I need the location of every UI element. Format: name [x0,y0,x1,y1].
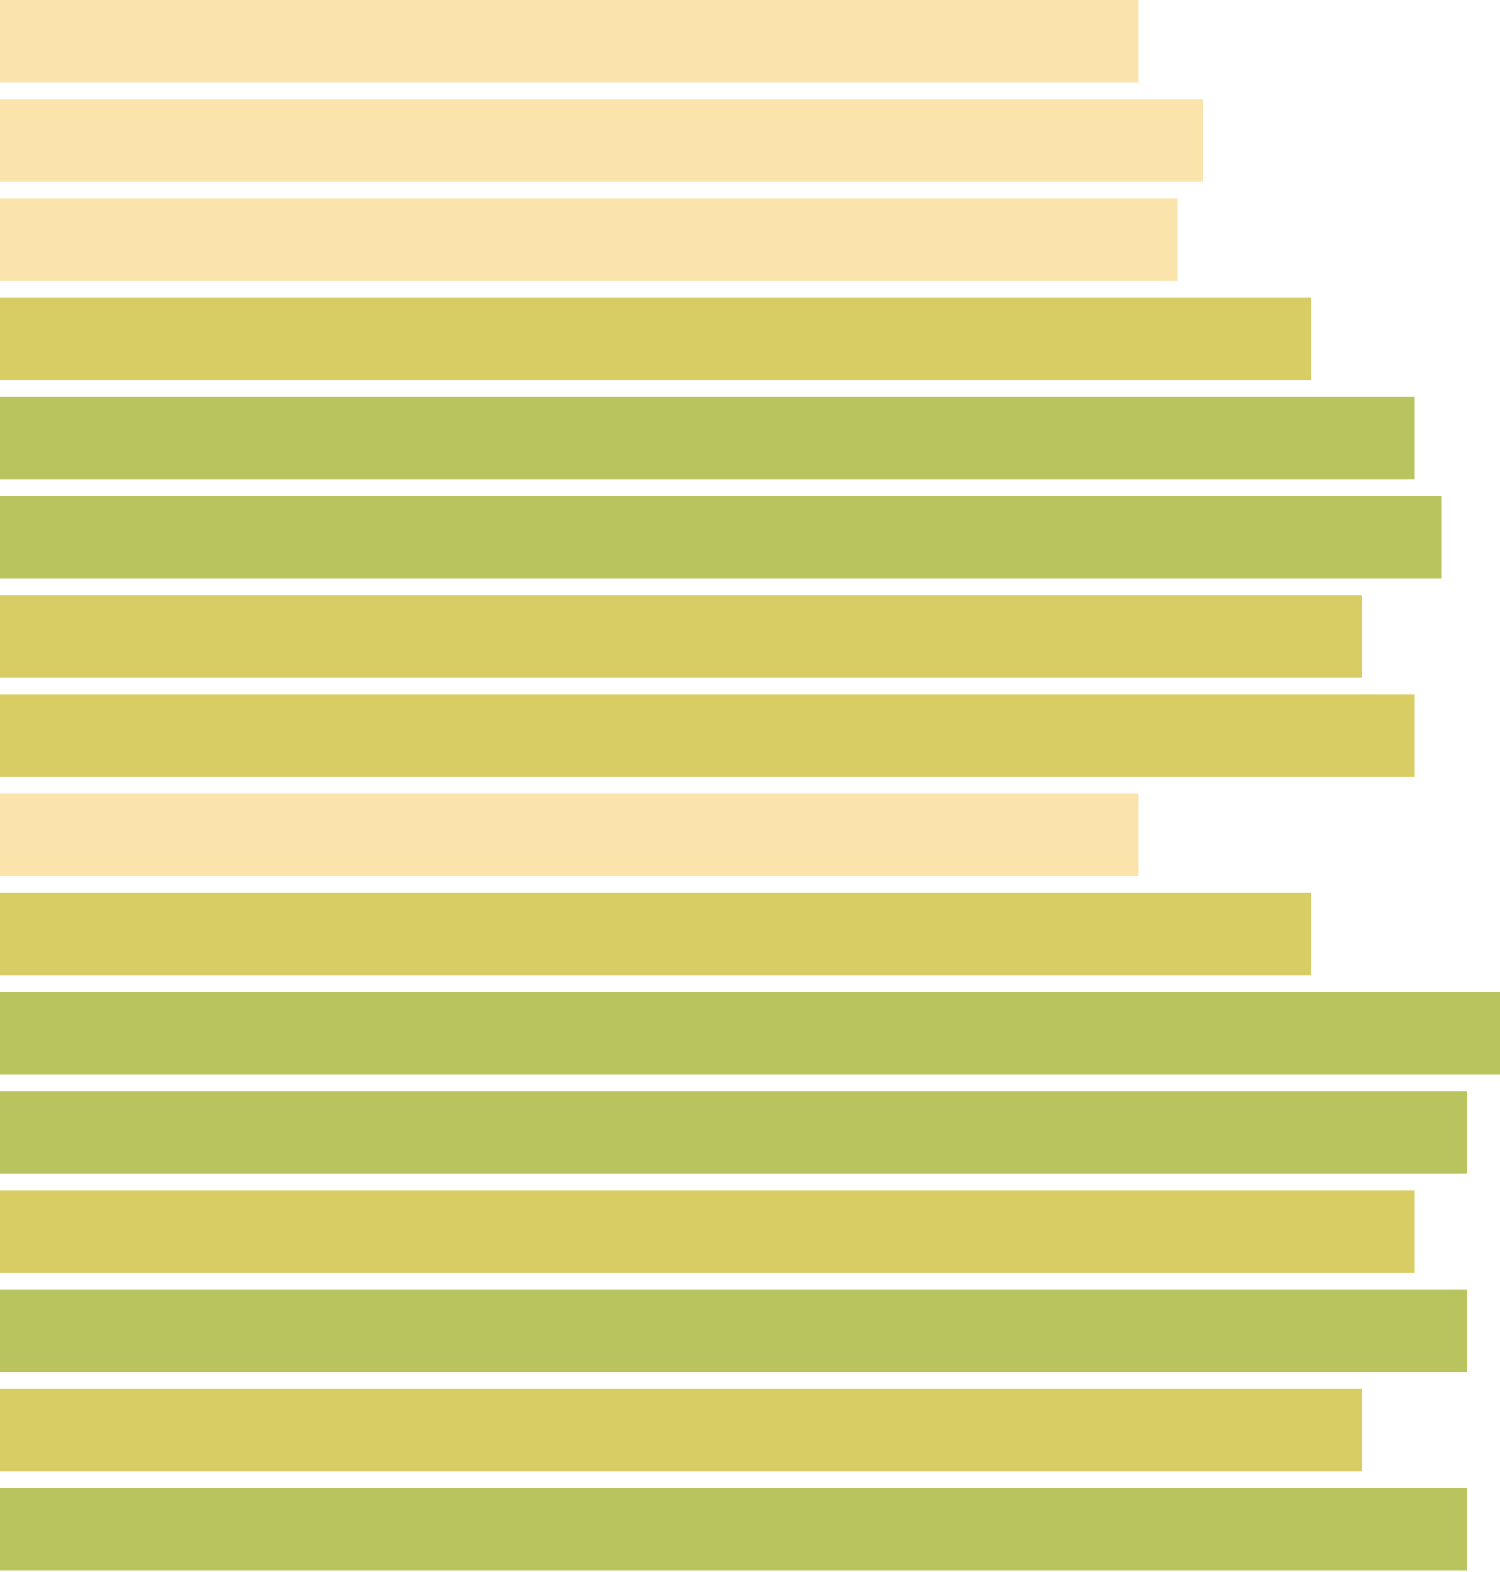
bar-4 [0,297,1311,381]
bar-1 [0,0,1139,83]
bar-13 [0,1190,1415,1273]
bar-14 [0,1289,1467,1373]
bar-12 [0,1091,1467,1174]
bar-7 [0,595,1362,678]
bar-11 [0,992,1500,1075]
bar-15 [0,1388,1362,1472]
bar-6 [0,496,1442,579]
bar-9 [0,793,1139,877]
bar-2 [0,99,1203,182]
bar-10 [0,892,1311,976]
bar-8 [0,694,1415,777]
bar-3 [0,198,1178,281]
bar-16 [0,1488,1467,1571]
bar-5 [0,396,1415,480]
